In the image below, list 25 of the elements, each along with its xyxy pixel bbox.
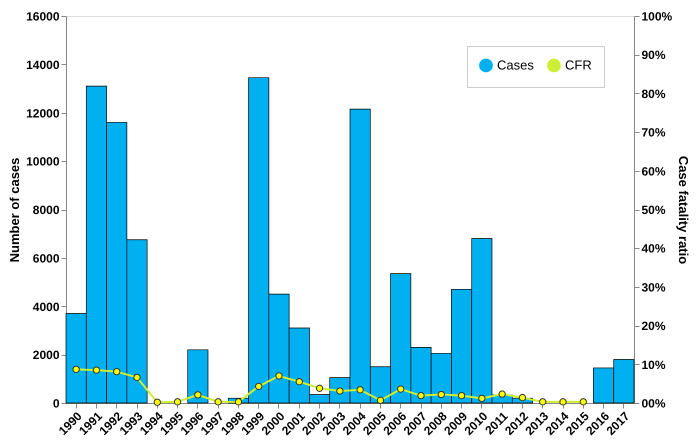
- legend-label: Cases: [497, 57, 534, 72]
- y-tick-label: 6000: [32, 251, 60, 266]
- y-tick-label: 0: [52, 396, 60, 410]
- y-tick-label: 16000: [26, 10, 60, 24]
- y2-tick-label: 20%: [642, 319, 666, 334]
- y2-tick-label: 50%: [642, 203, 666, 217]
- y-tick-label: 12000: [26, 106, 60, 120]
- y2-tick-label: 30%: [642, 280, 666, 294]
- y-tick-label: 10000: [26, 154, 60, 169]
- y2-tick-label: 80%: [642, 86, 666, 101]
- y2-tick-label: 70%: [642, 126, 666, 140]
- y2-tick-label: 10%: [642, 358, 666, 372]
- bar: [187, 349, 208, 404]
- y2-tick-label: 100%: [642, 10, 673, 24]
- y-tick-label: 8000: [32, 203, 60, 217]
- y2-tick-label: 60%: [642, 164, 666, 178]
- y-axis-title: Number of cases: [7, 158, 22, 262]
- y-tick-label: 14000: [26, 58, 60, 72]
- y-tick-label: 4000: [32, 300, 60, 314]
- y2-axis-title: Case fatality ratio: [676, 156, 692, 264]
- y-tick-label: 2000: [32, 348, 60, 362]
- y2-tick-label: 90%: [642, 48, 666, 62]
- y2-tick-label: 40%: [642, 242, 666, 256]
- legend-label: CFR: [565, 57, 592, 72]
- y2-tick-label: 00%: [642, 396, 666, 410]
